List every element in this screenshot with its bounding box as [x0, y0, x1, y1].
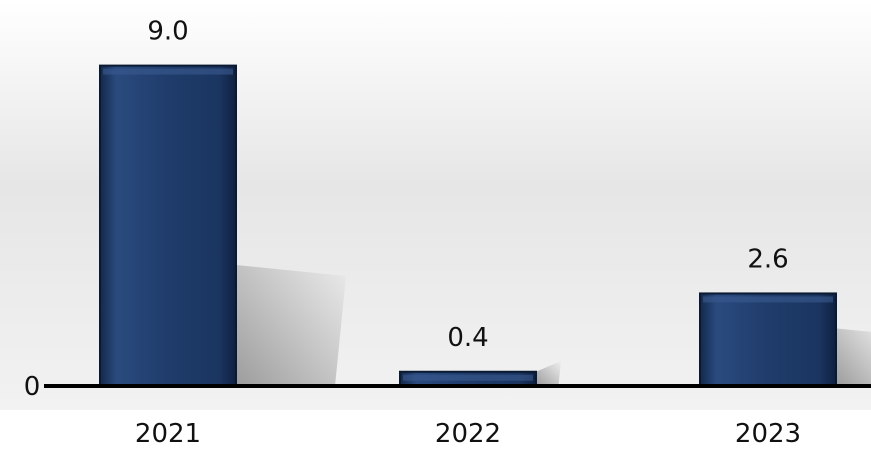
bar-highlight-2022	[403, 374, 533, 381]
value-label-2023: 2.6	[747, 244, 788, 274]
bar-shadow-2021	[236, 265, 346, 386]
bar-2023	[699, 292, 837, 387]
y-tick-labels: 0	[24, 372, 41, 402]
value-label-2021: 9.0	[147, 17, 188, 47]
bar-highlight-2021	[103, 68, 233, 75]
bar-highlight-2023	[703, 296, 833, 303]
bar-shadow-2023	[836, 328, 871, 386]
x-tick-2022: 2022	[435, 419, 501, 449]
bar-2021	[99, 64, 237, 387]
x-tick-labels: 2021 2022 2023	[135, 419, 801, 449]
y-tick-0: 0	[24, 372, 41, 402]
value-label-2022: 0.4	[447, 323, 488, 353]
x-tick-2023: 2023	[735, 419, 801, 449]
x-tick-2021: 2021	[135, 419, 201, 449]
bar-series	[99, 64, 837, 388]
bar-shadows	[236, 265, 871, 386]
data-labels: 9.0 0.4 2.6	[147, 17, 788, 353]
bar-shadow-2022	[536, 361, 561, 386]
